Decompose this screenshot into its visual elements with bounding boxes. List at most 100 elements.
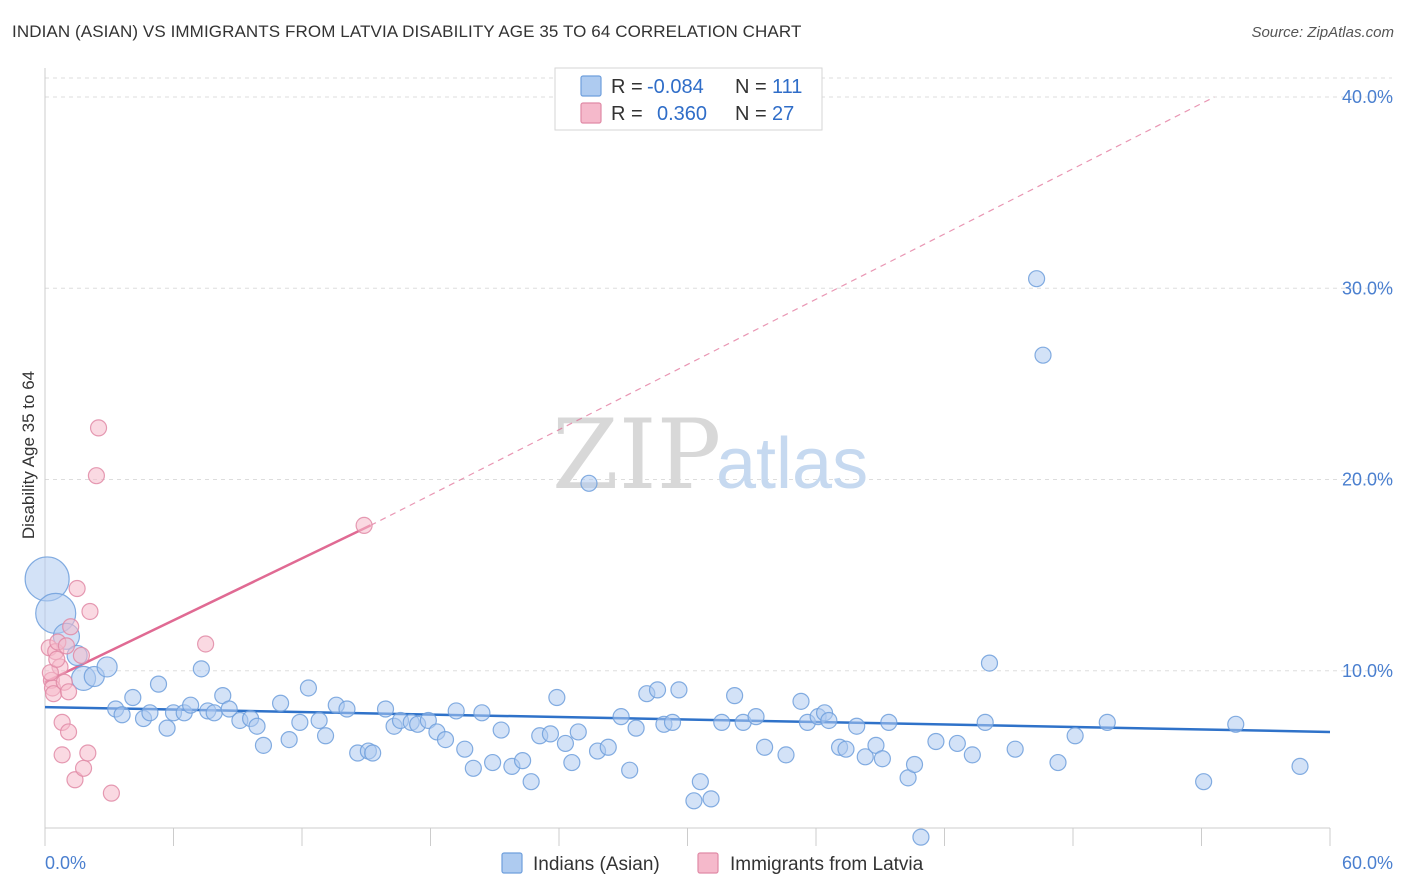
y-tick-label-20: 20.0% <box>1342 470 1393 490</box>
indian-point-74 <box>713 713 731 731</box>
indian-point-90 <box>873 750 891 768</box>
legend-n-value-2: 27 <box>772 103 794 125</box>
series-legend: Indians (Asian) Immigrants from Latvia <box>501 852 924 875</box>
indian-point-102 <box>1034 346 1052 364</box>
grid-lines <box>45 77 1392 672</box>
legend-n-value-1: 111 <box>772 76 802 98</box>
correlation-legend: R = -0.084 N = 111 R = 0.360 N = 27 <box>554 67 823 131</box>
indian-point-56 <box>548 688 566 707</box>
series-legend-swatch-indians <box>501 852 523 874</box>
y-tick-label-40: 40.0% <box>1342 87 1393 107</box>
y-tick-label-30: 30.0% <box>1342 278 1393 298</box>
indian-point-12 <box>149 675 168 693</box>
legend-r-label-2: R = <box>611 103 643 125</box>
axis-labels: Disability Age 35 to 64 10.0% 20.0% 30.0% 4… <box>19 87 1393 873</box>
latvia-point-11 <box>59 723 78 741</box>
indian-point-17 <box>192 660 210 678</box>
legend-r-value-1: -0.084 <box>647 76 704 98</box>
indian-point-104 <box>1066 727 1084 745</box>
latvia-point-21 <box>89 419 108 437</box>
indian-point-94 <box>912 828 930 846</box>
indian-point-26 <box>271 694 290 712</box>
x-tick-label-min: 0.0% <box>45 853 86 873</box>
indian-point-101 <box>1027 270 1046 288</box>
indian-point-47 <box>464 759 482 777</box>
indian-point-42 <box>419 711 437 730</box>
indian-point-50 <box>492 721 510 739</box>
indian-point-24 <box>248 717 266 735</box>
latvia-point-17 <box>74 759 93 777</box>
watermark-atlas: atlas <box>716 424 868 504</box>
indian-point-48 <box>473 704 491 722</box>
indian-point-96 <box>948 734 966 753</box>
indian-point-80 <box>792 692 810 710</box>
indian-point-45 <box>447 702 465 720</box>
latvia-point-12 <box>59 683 78 701</box>
axes <box>44 68 1331 846</box>
series-legend-label-latvia: Immigrants from Latvia <box>730 854 924 875</box>
indian-point-71 <box>685 792 703 810</box>
indian-point-64 <box>621 761 639 779</box>
indian-point-33 <box>338 700 356 718</box>
latvia-point-18 <box>79 744 97 762</box>
indian-point-36 <box>364 744 382 762</box>
indian-point-30 <box>310 711 328 730</box>
legend-r-value-2: 0.360 <box>657 103 707 125</box>
latvia-point-26 <box>48 650 66 668</box>
indian-point-28 <box>291 713 309 731</box>
indian-point-79 <box>777 746 795 764</box>
latvia-point-19 <box>81 602 99 621</box>
latvia-point-10 <box>57 637 76 655</box>
indian-point-21 <box>220 700 238 718</box>
latvia-point-24 <box>355 516 373 535</box>
chart-source: Source: ZipAtlas.com <box>1251 24 1394 41</box>
indian-point-46 <box>456 740 474 758</box>
y-tick-label-10: 10.0% <box>1342 661 1393 681</box>
indian-point-27 <box>280 730 298 749</box>
data-points <box>24 270 1309 846</box>
indian-point-88 <box>856 748 874 766</box>
indian-point-91 <box>880 713 898 731</box>
indian-point-11 <box>141 704 159 722</box>
indian-point-67 <box>648 681 667 699</box>
latvia-point-20 <box>87 467 106 485</box>
indian-point-37 <box>376 700 395 718</box>
latvia-point-14 <box>66 771 84 789</box>
latvia-trend-extension <box>370 96 1215 526</box>
latvia-point-15 <box>68 579 86 598</box>
chart-title: INDIAN (ASIAN) VS IMMIGRANTS FROM LATVIA… <box>12 22 802 41</box>
indian-point-108 <box>1291 757 1309 775</box>
latvia-point-13 <box>62 618 80 636</box>
indian-point-31 <box>316 727 335 745</box>
latvia-point-22 <box>102 784 120 802</box>
indian-point-107 <box>1227 715 1245 733</box>
indian-point-52 <box>513 752 532 770</box>
indian-point-60 <box>580 474 598 492</box>
indian-point-93 <box>905 755 924 774</box>
indian-point-98 <box>976 713 994 731</box>
indian-point-73 <box>702 790 720 808</box>
indian-point-103 <box>1049 753 1067 772</box>
indian-point-97 <box>963 746 981 764</box>
legend-n-label-2: N = <box>735 103 767 125</box>
trend-lines <box>44 96 1331 734</box>
legend-swatch-blue <box>580 75 602 97</box>
indian-point-58 <box>563 753 581 772</box>
series-legend-swatch-latvia <box>697 852 719 874</box>
indian-point-29 <box>299 679 318 697</box>
latvia-trend-line <box>44 524 372 684</box>
legend-r-label-1: R = <box>611 76 643 98</box>
indian-point-16 <box>182 696 200 714</box>
indian-point-78 <box>755 738 774 756</box>
indian-point-65 <box>627 719 645 737</box>
indian-point-57 <box>556 734 575 753</box>
indian-point-99 <box>980 654 999 672</box>
x-tick-label-max: 60.0% <box>1342 853 1393 873</box>
indian-point-49 <box>484 753 502 772</box>
indian-point-72 <box>691 773 709 791</box>
indian-point-62 <box>599 738 617 756</box>
indian-point-69 <box>663 713 682 731</box>
legend-n-label-1: N = <box>735 76 767 98</box>
watermark-zip: ZIP <box>552 399 721 511</box>
